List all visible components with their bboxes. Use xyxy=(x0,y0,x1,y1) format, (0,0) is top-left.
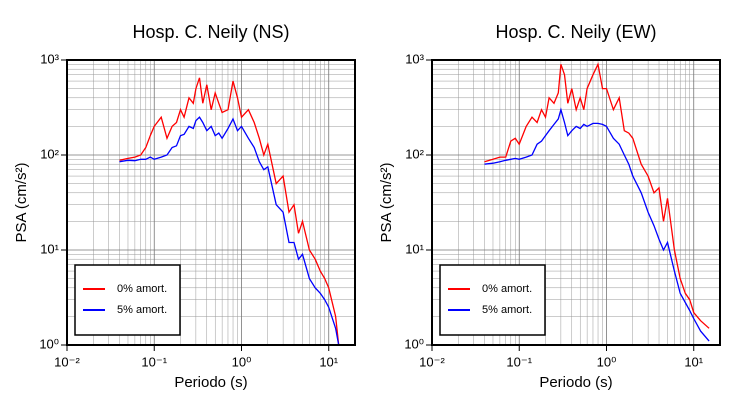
x-tick-label: 10⁻² xyxy=(419,354,445,369)
x-tick-label: 10⁰ xyxy=(232,354,252,369)
chart-title: Hosp. C. Neily (NS) xyxy=(132,22,289,42)
chart-title: Hosp. C. Neily (EW) xyxy=(495,22,656,42)
legend-label: 0% amort. xyxy=(117,283,167,295)
data-line xyxy=(484,62,710,329)
x-tick-label: 10⁻¹ xyxy=(141,354,167,369)
x-axis-label: Periodo (s) xyxy=(539,374,612,391)
y-tick-label: 10¹ xyxy=(40,241,59,256)
legend-box xyxy=(74,264,181,336)
data-line xyxy=(119,77,340,346)
legend-label: 5% amort. xyxy=(482,304,532,316)
y-tick-label: 10² xyxy=(405,146,424,161)
legend-label: 5% amort. xyxy=(117,304,167,316)
x-tick-label: 10⁻¹ xyxy=(506,354,532,369)
x-tick-label: 10¹ xyxy=(684,354,703,369)
y-tick-label: 10¹ xyxy=(405,241,424,256)
plot-frame xyxy=(431,59,721,346)
legend-box xyxy=(439,264,546,336)
y-tick-label: 10⁰ xyxy=(39,336,59,351)
plot-frame xyxy=(66,59,356,346)
legend-label: 0% amort. xyxy=(482,283,532,295)
x-axis-label: Periodo (s) xyxy=(174,374,247,391)
x-tick-label: 10¹ xyxy=(319,354,338,369)
y-tick-label: 10⁰ xyxy=(404,336,424,351)
y-axis-label: PSA (cm/s²) xyxy=(378,162,395,242)
data-line xyxy=(119,116,340,346)
y-tick-label: 10² xyxy=(40,146,59,161)
y-tick-label: 10³ xyxy=(405,51,424,66)
x-tick-label: 10⁻² xyxy=(54,354,80,369)
x-tick-label: 10⁰ xyxy=(597,354,617,369)
y-axis-label: PSA (cm/s²) xyxy=(13,162,30,242)
data-line xyxy=(484,107,710,342)
y-tick-label: 10³ xyxy=(40,51,59,66)
